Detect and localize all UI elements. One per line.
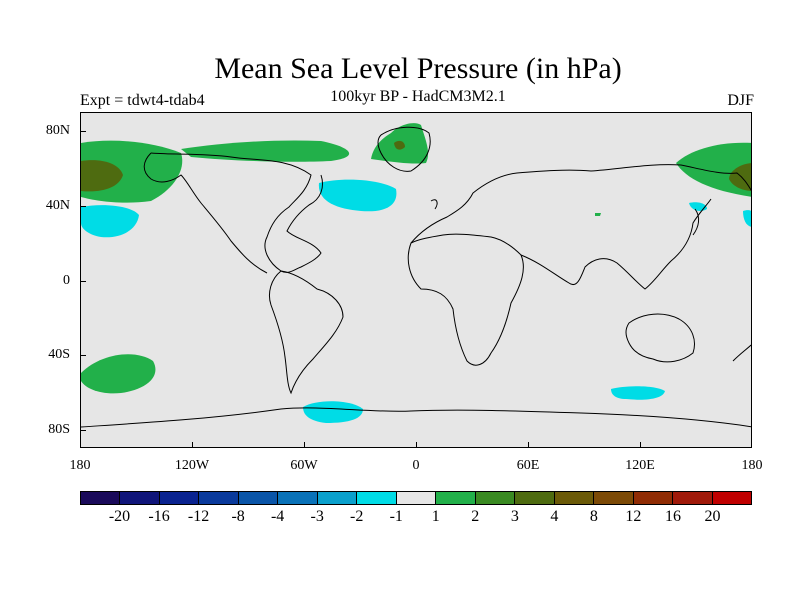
lat-label-40n: 40N (45, 198, 70, 213)
asia-coast (520, 198, 712, 290)
colorbar-label: -4 (270, 508, 285, 525)
experiment-label: Expt = tdwt4-tdab4 (80, 92, 205, 109)
colorbar-box (81, 492, 121, 504)
lon-label-120e: 120E (625, 458, 655, 473)
colorbar-box (475, 492, 516, 504)
greenland-coast (377, 126, 431, 172)
colorbar-box (357, 492, 397, 504)
south-america-coast (268, 270, 344, 395)
lat-label-40s: 40S (48, 347, 70, 362)
colorbar-label: -16 (148, 508, 170, 525)
indian-ocean-spot (595, 213, 601, 216)
colorbar-box (278, 492, 318, 504)
lon-label-120w: 120W (174, 458, 210, 473)
lat-label-80s: 80S (48, 422, 70, 437)
colorbar-box (317, 492, 358, 504)
colorbar-label: -8 (231, 508, 245, 525)
south-pacific-positive (81, 354, 156, 394)
north-america-coast (150, 152, 323, 273)
colorbar-box (436, 492, 476, 504)
colorbar-box (199, 492, 239, 504)
lon-tick (416, 442, 417, 448)
lon-tick (640, 442, 641, 448)
north-pacific-core-west (81, 160, 123, 192)
lon-label-180e: 180 (741, 458, 763, 473)
colorbar-box (712, 492, 751, 504)
colorbar-label: -12 (187, 508, 210, 525)
colorbar-box (396, 492, 437, 504)
map-svg (81, 123, 751, 428)
north-atlantic-negative (318, 179, 397, 212)
alaska-coast (143, 152, 268, 274)
south-atlantic-negative (303, 401, 363, 423)
antarctica-coast (81, 407, 751, 428)
arctic-positive (181, 140, 350, 162)
lon-tick (528, 442, 529, 448)
colorbar-box (673, 492, 713, 504)
lat-tick (80, 430, 86, 431)
lat-label-0: 0 (63, 273, 70, 288)
africa-coast (407, 233, 524, 366)
colorbar-label: -20 (108, 508, 131, 525)
colorbar-box (554, 492, 595, 504)
pressure-map (80, 112, 752, 448)
colorbar-box (238, 492, 279, 504)
north-pacific-core-east (729, 163, 751, 191)
lat-label-80n: 80N (45, 123, 70, 138)
greenland-core (394, 140, 405, 150)
chart-title: Mean Sea Level Pressure (in hPa) (214, 52, 622, 85)
lon-label-60w: 60W (290, 458, 318, 473)
lat-tick (80, 131, 86, 132)
subtropical-pacific-negative (81, 205, 139, 238)
japan-coast (692, 208, 700, 236)
southern-ocean-negative (611, 386, 665, 400)
colorbar-box (633, 492, 674, 504)
colorbar-box (159, 492, 200, 504)
colorbar-label: -1 (389, 508, 403, 525)
colorbar-box (594, 492, 634, 504)
lon-tick (304, 442, 305, 448)
colorbar-label: -3 (310, 508, 324, 525)
colorbar-box (515, 492, 555, 504)
lon-label-180w: 180 (69, 458, 91, 473)
east-edge-negative (743, 210, 751, 227)
colorbar-label: -2 (350, 508, 364, 525)
uk-coast (430, 199, 438, 210)
lon-label-60e: 60E (516, 458, 540, 473)
colorbar-label: 4 (550, 508, 559, 525)
colorbar-label: 12 (625, 508, 642, 525)
colorbar-box (120, 492, 160, 504)
lat-tick (80, 206, 86, 207)
lon-tick (192, 442, 193, 448)
colorbar (80, 491, 752, 505)
colorbar-label: 1 (431, 508, 440, 525)
chart-subtitle: 100kyr BP - HadCM3M2.1 (330, 88, 506, 105)
new-zealand-coast (732, 344, 751, 362)
colorbar-label: 3 (510, 508, 519, 525)
colorbar-label: 2 (471, 508, 480, 525)
lon-label-0: 0 (412, 458, 420, 473)
season-label: DJF (727, 92, 754, 109)
europe-coast (410, 164, 751, 244)
colorbar-label: 20 (704, 508, 721, 525)
west-pacific-negative (689, 202, 707, 211)
colorbar-label: 8 (589, 508, 598, 525)
colorbar-label: 16 (664, 508, 681, 525)
australia-coast (625, 313, 695, 363)
lat-tick (80, 281, 86, 282)
lat-tick (80, 355, 86, 356)
